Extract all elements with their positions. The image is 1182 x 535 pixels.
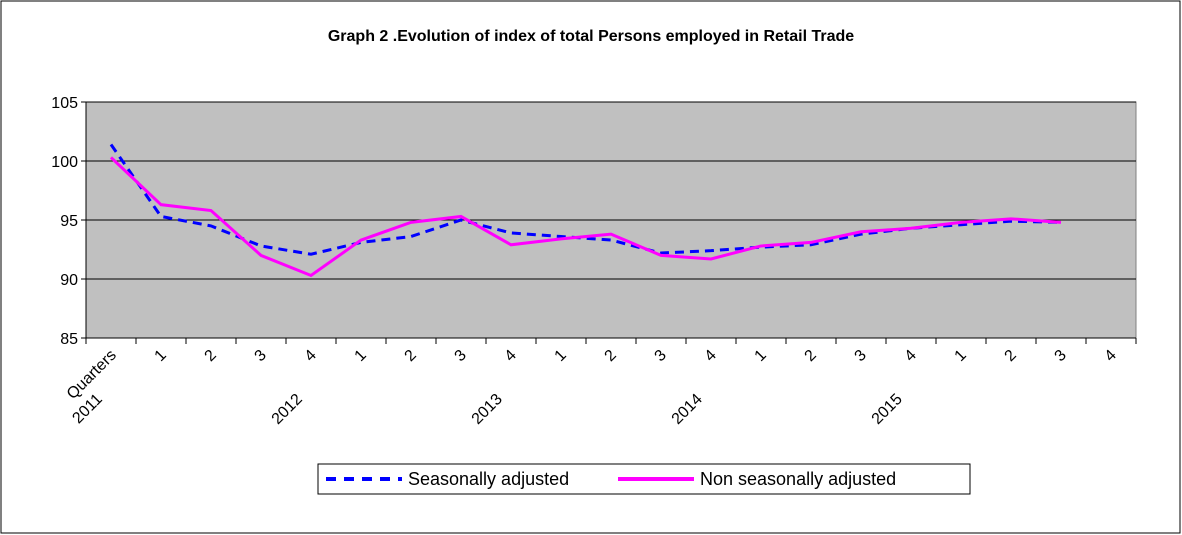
legend-label: Seasonally adjusted <box>408 469 569 489</box>
series-line <box>109 156 1062 278</box>
y-tick-label: 90 <box>60 272 78 289</box>
y-tick-label: 85 <box>60 331 78 348</box>
y-tick-label: 100 <box>51 154 78 171</box>
chart-title: Graph 2 .Evolution of index of total Per… <box>328 28 854 45</box>
legend-label: Non seasonally adjusted <box>700 469 896 489</box>
y-tick-label: 105 <box>51 95 78 112</box>
y-tick-label: 95 <box>60 213 78 230</box>
